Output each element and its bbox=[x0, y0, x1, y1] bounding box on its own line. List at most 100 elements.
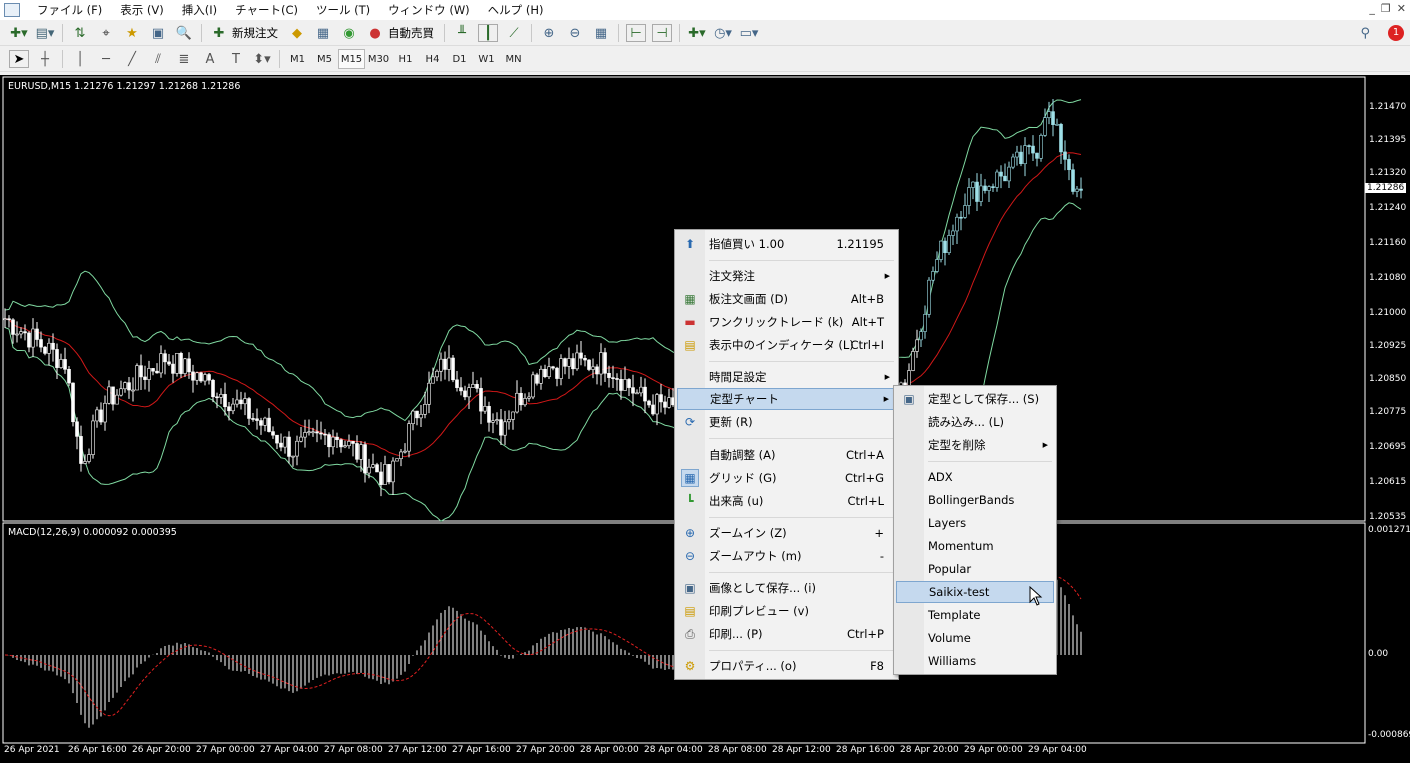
menu-item-9[interactable]: Template bbox=[896, 604, 1054, 626]
menu-item-6[interactable]: 定型チャート ▶ bbox=[677, 388, 896, 410]
terminal-icon[interactable]: ▣ bbox=[151, 25, 165, 41]
timeframe-h4[interactable]: H4 bbox=[425, 53, 440, 65]
menu-item-6[interactable]: Momentum bbox=[896, 535, 1054, 557]
menu-item-1[interactable]: 読み込み... (L) bbox=[896, 411, 1054, 433]
candle-body bbox=[151, 368, 155, 372]
market-icon[interactable]: ▦ bbox=[316, 25, 330, 41]
menu-item-1[interactable]: 注文発注 ▶ bbox=[677, 265, 896, 287]
metaeditor-icon[interactable]: ◆ bbox=[292, 25, 302, 41]
zoom-in-icon[interactable]: ⊕ bbox=[543, 25, 555, 41]
equidistant-channel-icon[interactable]: ⫽ bbox=[155, 51, 161, 67]
horizontal-line-icon[interactable]: ─ bbox=[102, 51, 110, 67]
search-icon[interactable]: ⚲ bbox=[1360, 25, 1370, 41]
navigator-icon[interactable]: ★ bbox=[126, 25, 138, 41]
menu-0[interactable]: ファイル (F) bbox=[37, 3, 103, 17]
timeframe-d1[interactable]: D1 bbox=[452, 53, 467, 65]
timeframe-m5[interactable]: M5 bbox=[317, 53, 332, 65]
candle-body bbox=[183, 358, 187, 374]
strategy-tester-icon[interactable]: 🔍 bbox=[175, 25, 193, 41]
notification-badge[interactable]: 1 bbox=[1388, 25, 1404, 41]
candle-body bbox=[79, 436, 83, 464]
market-watch-icon[interactable]: ⇅ bbox=[74, 25, 86, 41]
auto-scroll-icon[interactable]: ⊣ bbox=[652, 24, 672, 42]
candle-body bbox=[551, 366, 555, 369]
menu-3[interactable]: チャート(C) bbox=[235, 3, 299, 17]
menu-item-14[interactable]: ▤ 印刷プレビュー (v) bbox=[677, 600, 896, 622]
fibonacci-icon[interactable]: ≣ bbox=[178, 51, 190, 67]
menu-item-2[interactable]: ▦ 板注文画面 (D) Alt+B bbox=[677, 288, 896, 310]
candle-body bbox=[995, 171, 999, 188]
menu-item-2[interactable]: 定型を削除 ▶ bbox=[896, 434, 1054, 456]
menu-item-8[interactable]: Saikix-test bbox=[896, 581, 1054, 603]
timeframe-h1[interactable]: H1 bbox=[398, 53, 413, 65]
vertical-line-icon[interactable]: │ bbox=[76, 51, 84, 67]
timeframe-m1[interactable]: M1 bbox=[290, 53, 305, 65]
menu-item-5[interactable]: 時間足設定 ▶ bbox=[677, 366, 896, 388]
text-label-icon[interactable]: T bbox=[232, 51, 240, 67]
arrows-icon[interactable]: ⬍▾ bbox=[253, 51, 271, 67]
timeframe-w1[interactable]: W1 bbox=[478, 53, 495, 65]
profiles-icon[interactable]: ▤▾ bbox=[35, 25, 55, 41]
trendline-icon[interactable]: ╱ bbox=[128, 51, 136, 67]
signals-icon[interactable]: ◉ bbox=[343, 25, 355, 41]
menu-item-13[interactable]: ▣ 画像として保存... (i) bbox=[677, 577, 896, 599]
menu-item-3[interactable]: ▬ ワンクリックトレード (k) Alt+T bbox=[677, 311, 896, 333]
indicators-icon[interactable]: ✚▾ bbox=[688, 25, 706, 41]
candle-body bbox=[87, 454, 91, 462]
auto-trading-icon[interactable]: ● bbox=[369, 25, 381, 41]
new-chart-icon[interactable]: ✚▾ bbox=[10, 25, 28, 41]
templates-icon[interactable]: ▭▾ bbox=[739, 25, 759, 41]
new-order-icon[interactable]: ✚ bbox=[213, 25, 225, 41]
timeframe-m15[interactable]: M15 bbox=[338, 49, 365, 69]
menu-4[interactable]: ツール (T) bbox=[316, 3, 371, 17]
menu-item-11[interactable]: ⊕ ズームイン (Z) + bbox=[677, 522, 896, 544]
menu-1[interactable]: 表示 (V) bbox=[120, 3, 164, 17]
menu-item-0[interactable]: ▣ 定型として保存... (S) bbox=[896, 388, 1054, 410]
minimize-button[interactable]: _ bbox=[1369, 2, 1375, 15]
menu-item-7[interactable]: Popular bbox=[896, 558, 1054, 580]
menu-item-4[interactable]: BollingerBands bbox=[896, 489, 1054, 511]
close-button[interactable]: ✕ bbox=[1396, 2, 1406, 15]
menu-item-5[interactable]: Layers bbox=[896, 512, 1054, 534]
line-chart-icon[interactable]: ⟋ bbox=[509, 25, 519, 41]
candle-body bbox=[495, 419, 499, 422]
menu-6[interactable]: ヘルプ (H) bbox=[487, 3, 544, 17]
menu-5[interactable]: ウィンドウ (W) bbox=[388, 3, 470, 17]
menu-item-9[interactable]: ▦ グリッド (G) Ctrl+G bbox=[677, 467, 896, 489]
menu-item-10[interactable]: Volume bbox=[896, 627, 1054, 649]
new-order-button[interactable]: 新規注文 bbox=[232, 26, 278, 40]
restore-button[interactable]: ❐ bbox=[1380, 2, 1391, 15]
candle-body bbox=[667, 397, 671, 408]
menu-item-10[interactable]: ┗ 出来高 (u) Ctrl+L bbox=[677, 490, 896, 512]
timeframe-m30[interactable]: M30 bbox=[367, 53, 390, 65]
menu-item-4[interactable]: ▤ 表示中のインディケータ (L) Ctrl+I bbox=[677, 334, 896, 356]
data-window-icon[interactable]: ⌖ bbox=[102, 25, 110, 41]
menu-item-8[interactable]: 自動調整 (A) Ctrl+A bbox=[677, 444, 896, 466]
bar-chart-icon[interactable]: ╨ bbox=[458, 25, 466, 41]
menu-item-11[interactable]: Williams bbox=[896, 650, 1054, 672]
candlestick-icon[interactable]: ┃ bbox=[478, 24, 498, 42]
menu-item-label: ワンクリックトレード (k) bbox=[709, 315, 844, 329]
zoom-out-icon[interactable]: ⊖ bbox=[569, 25, 581, 41]
text-icon[interactable]: A bbox=[205, 51, 215, 67]
candle-body bbox=[359, 444, 363, 460]
time-label: 27 Apr 12:00 bbox=[388, 745, 447, 755]
periods-icon[interactable]: ◷▾ bbox=[714, 25, 732, 41]
menu-item-7[interactable]: ⟳ 更新 (R) bbox=[677, 411, 896, 433]
auto-trading-button[interactable]: 自動売買 bbox=[388, 26, 434, 40]
menu-2[interactable]: 挿入(I) bbox=[181, 3, 218, 17]
chart-shift-icon[interactable]: ⊢ bbox=[626, 24, 646, 42]
cursor-icon[interactable]: ➤ bbox=[9, 50, 29, 68]
menu-item-12[interactable]: ⊖ ズームアウト (m) - bbox=[677, 545, 896, 567]
menu-item-15[interactable]: ⎙ 印刷... (P) Ctrl+P bbox=[677, 623, 896, 645]
timeframe-mn[interactable]: MN bbox=[505, 53, 522, 65]
depth-of-market-icon: ▦ bbox=[684, 292, 696, 306]
menu-item-16[interactable]: ⚙ プロパティ... (o) F8 bbox=[677, 655, 896, 677]
menu-item-3[interactable]: ADX bbox=[896, 466, 1054, 488]
tile-windows-icon[interactable]: ▦ bbox=[594, 25, 608, 41]
menu-item-0[interactable]: ⬆ 指値買い 1.00 1.21195 bbox=[677, 233, 896, 255]
crosshair-icon[interactable]: ┼ bbox=[41, 51, 49, 67]
candle-body bbox=[615, 378, 619, 380]
menu-item-label: 画像として保存... (i) bbox=[709, 581, 816, 595]
app-icon bbox=[4, 3, 20, 17]
